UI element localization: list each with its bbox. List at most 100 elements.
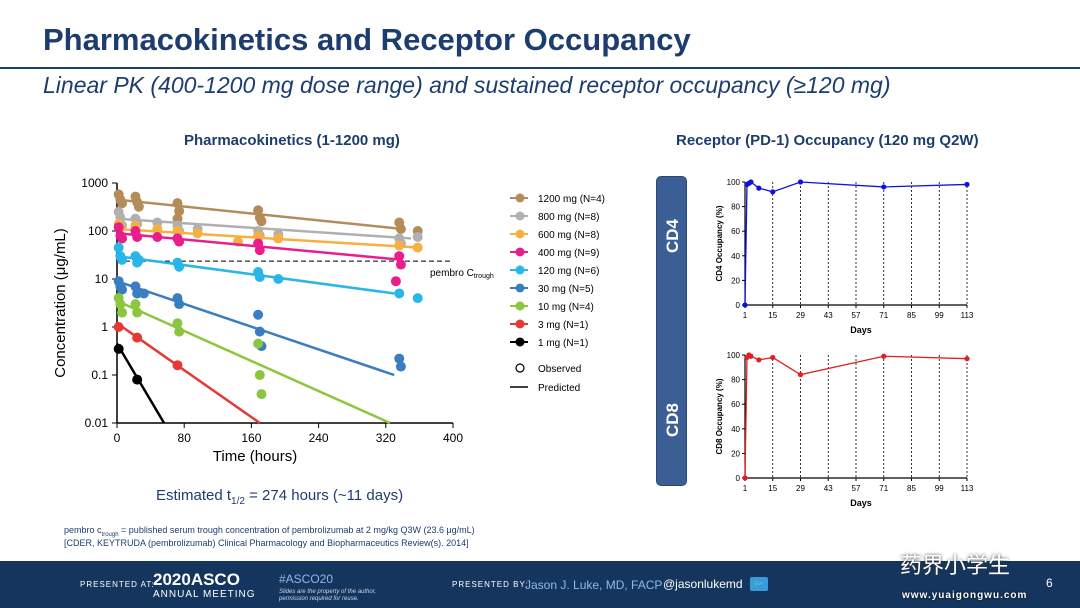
cd4-y-tick-label: 40 [731, 252, 740, 261]
pk-legend-marker [515, 211, 525, 221]
pk-observed-point [130, 299, 141, 310]
cd4-occupancy-point [756, 185, 762, 191]
pk-observed-point [172, 226, 183, 236]
pk-y-tick-label: 1 [101, 320, 108, 334]
pk-predicted-line [116, 280, 395, 377]
cd8-x-tick-label: 71 [879, 484, 888, 493]
cd8-y-tick-label: 0 [736, 474, 741, 483]
pk-observed-point [132, 231, 143, 242]
cd8-y-tick-label: 100 [727, 351, 741, 360]
pk-y-axis-label: Concentration (μg/mL) [52, 228, 69, 378]
cd8-occupancy-point [797, 372, 804, 378]
asco-annual-meeting: ANNUAL MEETING [153, 589, 256, 600]
pk-observed-point [394, 288, 405, 299]
footnote-reference: [CDER, KEYTRUDA (pembrolizumab) Clinical… [64, 538, 469, 548]
pk-observed-point [253, 309, 264, 320]
half-life-note: Estimated t1/2 = 274 hours (~11 days) [156, 487, 404, 507]
pk-observed-point [117, 198, 128, 209]
cd4-occupancy-point [964, 181, 970, 188]
cd4-x-axis-label: Days [850, 325, 872, 335]
cd8-x-tick-label: 15 [768, 484, 777, 493]
footnote-trough: pembro ctrough = published serum trough … [64, 525, 475, 538]
pk-legend-observed-label: Observed [538, 364, 581, 375]
cd8-occupancy-point [770, 354, 776, 361]
pk-legend-marker [515, 265, 525, 275]
cd8-occupancy-chart: 0 20 40 60 80 100 1 15 29 43 57 71 85 99 113 Days CD8 Oc… [715, 351, 974, 508]
pk-legend-marker [515, 229, 525, 239]
pk-observed-point [174, 261, 185, 272]
pk-observed-point [138, 288, 149, 299]
page-number: 6 [1046, 576, 1053, 590]
pk-observed-point [412, 242, 423, 253]
cd4-y-tick-label: 100 [727, 178, 741, 187]
slide-title: Pharmacokinetics and Receptor Occupancy [43, 22, 691, 57]
cd4-occupancy-point [881, 184, 887, 190]
cd4-occupancy-chart: 0 20 40 60 80 100 1 15 29 43 57 71 85 99 113 Days CD4 Oc… [715, 178, 974, 335]
cd8-x-tick-label: 99 [935, 484, 944, 493]
presented-by-label: PRESENTED BY: [452, 580, 529, 589]
ro-panel-title: Receptor (PD-1) Occupancy (120 mg Q2W) [676, 132, 979, 149]
pk-x-axis-label: Time (hours) [213, 448, 297, 465]
pk-observed-point [113, 222, 124, 233]
pk-observed-point [395, 361, 406, 372]
watermark-text: 药界小学生 [900, 553, 1011, 578]
pk-observed-point [174, 236, 185, 247]
pk-chart: 0.01 0.1 1 10 100 1000 0 80 160 240 320 400 Time (ho… [52, 176, 605, 465]
pk-observed-point [132, 307, 143, 318]
pk-observed-point [172, 318, 183, 329]
pk-observed-point [152, 224, 163, 235]
pk-y-tick-label: 1000 [81, 176, 108, 190]
pk-observed-point [256, 389, 267, 400]
pk-panel-title: Pharmacokinetics (1-1200 mg) [184, 132, 400, 149]
cd8-x-tick-label: 43 [824, 484, 833, 493]
pk-legend-marker [515, 193, 525, 203]
pk-y-tick-label: 0.01 [85, 416, 109, 430]
pk-observed-point [174, 299, 185, 310]
pk-observed-point [254, 326, 265, 337]
pk-observed-point [152, 231, 163, 242]
cd8-x-axis-label: Days [850, 498, 872, 508]
pk-observed-point [273, 274, 284, 284]
cd8-occupancy-point [742, 475, 748, 481]
pk-observed-point [253, 230, 264, 241]
cd4-x-tick-label: 99 [935, 311, 944, 320]
twitter-handle[interactable]: @jasonlukemd [663, 577, 743, 591]
pk-observed-point [174, 326, 185, 337]
pk-observed-point [133, 201, 144, 212]
pk-y-tick-label: 10 [95, 272, 109, 286]
cd4-y-axis-label: CD4 Occupancy (%) [715, 205, 724, 281]
cd4-x-tick-label: 1 [743, 311, 748, 320]
pk-observed-point [117, 284, 128, 295]
cd4-occupancy-point [797, 179, 804, 185]
rights-notice: Slides are the property of the author, p… [279, 589, 377, 602]
asco-logo-text: 2020ASCO [153, 570, 240, 589]
pk-observed-point [394, 240, 405, 251]
pk-observed-point [256, 216, 267, 227]
pk-legend-label: 400 mg (N=9) [538, 248, 599, 259]
cd8-occupancy-point [964, 356, 970, 362]
pk-observed-point [117, 254, 128, 265]
cd4-occupancy-point [748, 179, 754, 185]
pk-observed-point [395, 259, 406, 270]
pk-y-tick-label: 0.1 [91, 368, 108, 382]
cd4-occupancy-point [770, 189, 776, 195]
pk-x-tick-label: 240 [309, 431, 329, 445]
pk-legend-label: 120 mg (N=6) [538, 266, 599, 277]
pk-predicted-line [116, 217, 412, 240]
cd4-x-tick-label: 15 [768, 311, 777, 320]
pk-observed-point [395, 224, 406, 235]
hashtag: #ASCO20 [279, 572, 334, 586]
slide-footer: PRESENTED AT: 2020ASCO ANNUAL MEETING #A… [0, 561, 1080, 608]
cd8-x-tick-label: 85 [907, 484, 916, 493]
cd4-x-tick-label: 43 [824, 311, 833, 320]
cd8-occupancy-point [756, 357, 762, 363]
cd4-label: CD4 [663, 218, 683, 254]
pk-observed-point [115, 299, 126, 310]
pk-legend-label: 10 mg (N=4) [538, 302, 594, 313]
pk-trough-label: pembro Ctrough [430, 268, 494, 280]
cd8-x-tick-label: 29 [796, 484, 805, 493]
pk-x-tick-label: 0 [114, 431, 121, 445]
cd4-x-tick-label: 57 [852, 311, 861, 320]
pk-legend-marker [515, 319, 525, 329]
pk-observed-point [254, 245, 265, 256]
